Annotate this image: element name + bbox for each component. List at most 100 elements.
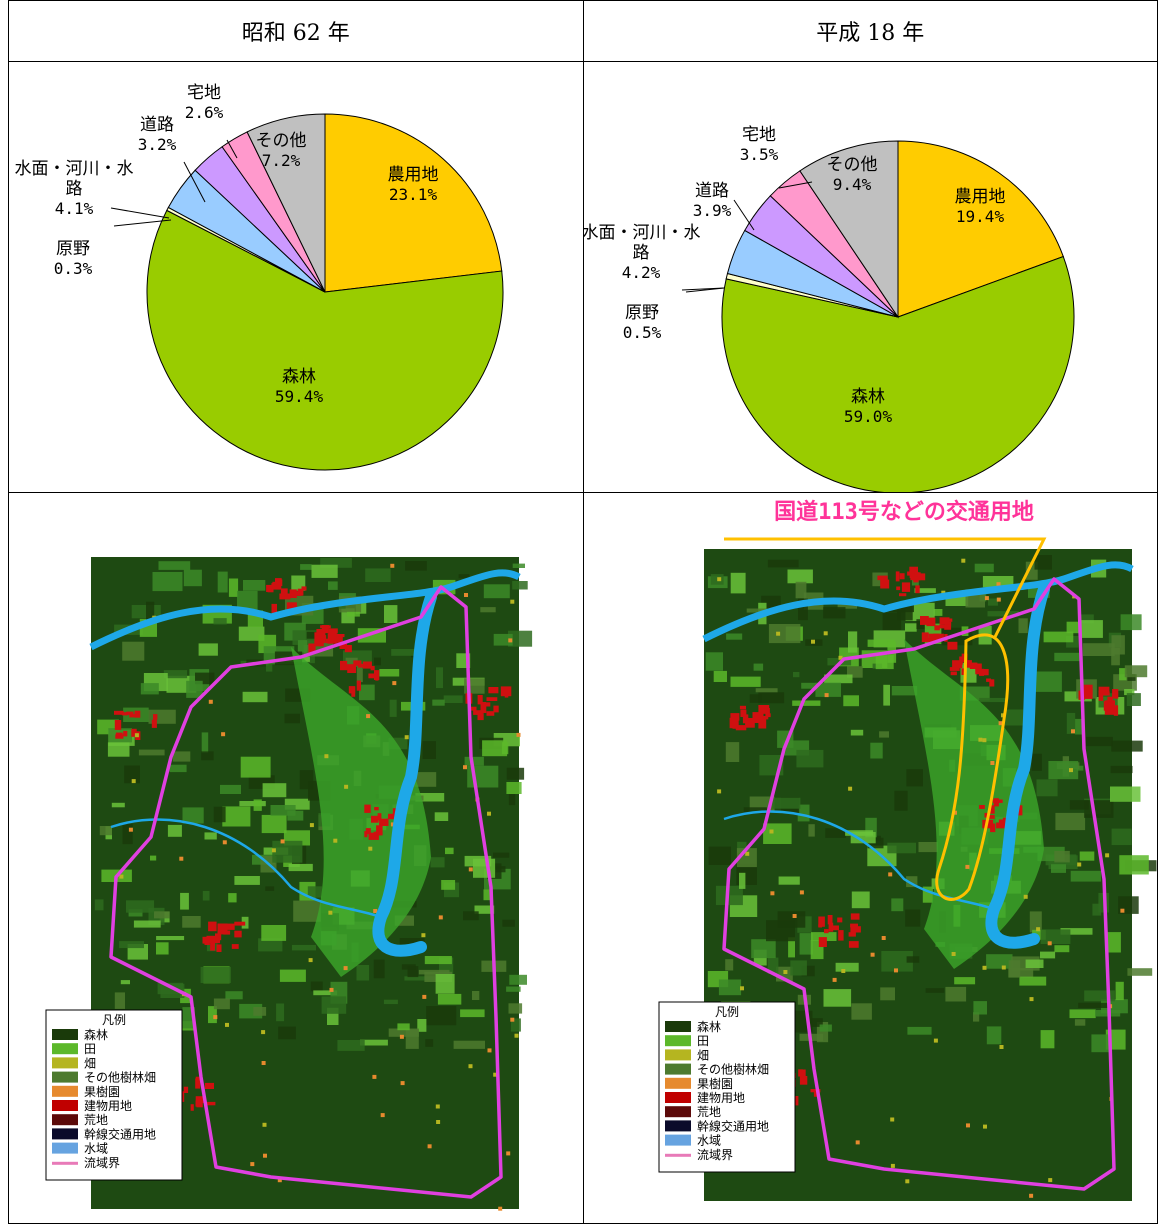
map-patch <box>1090 1034 1109 1053</box>
field-patch <box>989 761 994 765</box>
map-patch <box>755 688 778 693</box>
map-patch <box>819 1024 832 1032</box>
map-patch <box>506 767 525 780</box>
legend-label: その他樹林畑 <box>697 1063 769 1077</box>
map-patch <box>501 742 509 755</box>
map-patch <box>279 969 306 982</box>
legend-label: 水域 <box>697 1134 721 1148</box>
legend-title: 凡例 <box>714 1005 738 1019</box>
map-patch <box>1083 990 1115 1002</box>
built-up-patch <box>919 616 929 625</box>
map-patch <box>374 657 381 666</box>
built-up-patch <box>115 734 124 739</box>
map-patch <box>150 855 157 861</box>
built-up-patch <box>830 925 839 931</box>
map-patch <box>753 663 763 671</box>
map-patch <box>1034 555 1052 570</box>
map-patch <box>425 1039 434 1047</box>
field-patch <box>1000 713 1005 718</box>
map-patch <box>356 661 363 683</box>
built-up-patch <box>924 638 932 642</box>
field-patch <box>744 851 749 856</box>
map-patch <box>1091 903 1101 916</box>
built-up-patch <box>998 819 1010 826</box>
map-patch <box>982 576 1013 588</box>
map-patch <box>1118 855 1149 875</box>
built-up-patch <box>850 913 859 920</box>
field-patch <box>1068 768 1073 773</box>
field-patch <box>422 994 427 999</box>
map-patch <box>1080 620 1103 638</box>
legend-swatch <box>52 1142 78 1154</box>
map-patch <box>432 699 445 706</box>
map-patch <box>445 847 454 855</box>
map-patch <box>119 941 144 949</box>
pie-slice-0 <box>324 113 503 293</box>
map-patch <box>1124 665 1147 678</box>
built-up-patch <box>473 710 483 715</box>
field-patch <box>487 811 491 816</box>
slice-name-label-5: 宅地 <box>742 125 776 145</box>
map-patch <box>208 1006 217 1024</box>
route-annotation: 国道113号などの交通用地 <box>723 499 1046 901</box>
built-up-patch <box>1099 691 1110 696</box>
field-patch <box>964 864 969 869</box>
slice-name-label-0: 農用地 <box>388 165 439 185</box>
leader-line-3 <box>110 207 170 219</box>
slice-name-label-6: その他 <box>826 155 877 175</box>
built-up-patch <box>289 589 297 598</box>
field-patch <box>392 681 397 686</box>
built-up-patch <box>225 923 235 930</box>
map-patch <box>195 672 215 685</box>
field-patch <box>982 965 986 970</box>
built-up-patch <box>126 711 134 715</box>
field-patch <box>277 1178 282 1183</box>
map-patch <box>133 920 161 928</box>
pie-cell-right: 農用地 19.4% 森林 59.0% 原野 0.5% 水面・河川・水路 4.2% 道路 3.9% 宅… <box>582 61 1158 493</box>
map-patch <box>510 1018 521 1032</box>
field-patch <box>261 1030 266 1035</box>
field-patch <box>213 1015 218 1020</box>
built-up-patch <box>114 710 124 715</box>
built-up-patch <box>849 923 858 928</box>
built-up-patch <box>301 586 307 591</box>
field-patch <box>981 738 986 743</box>
legend-swatch <box>664 1092 691 1103</box>
built-up-patch <box>129 714 136 718</box>
map-patch <box>483 584 510 599</box>
slice-value-label-1: 59.4% <box>275 387 324 406</box>
legend-swatch <box>52 1085 78 1097</box>
built-up-patch <box>294 591 302 596</box>
built-up-patch <box>735 725 746 731</box>
map-patch <box>972 1012 979 1022</box>
field-patch <box>716 789 721 794</box>
route-outline <box>934 633 1009 901</box>
map-patch <box>867 639 895 647</box>
map-patch <box>483 889 493 901</box>
legend-swatch <box>664 1035 691 1047</box>
built-up-patch <box>989 823 995 833</box>
built-up-patch <box>217 923 228 935</box>
map-patch <box>1120 614 1142 631</box>
slice-value-label-2: 0.3% <box>54 259 93 278</box>
map-patch <box>1077 614 1094 624</box>
slice-value-label-0: 19.4% <box>955 207 1004 226</box>
legend-swatch <box>52 1100 78 1111</box>
map-patch <box>124 765 140 784</box>
map-patch <box>307 886 322 898</box>
map-patch <box>933 609 942 616</box>
map-patch <box>944 986 966 1002</box>
built-up-patch <box>744 718 755 728</box>
field-patch <box>1001 965 1006 970</box>
built-up-patch <box>899 573 905 580</box>
map-patch <box>310 981 323 992</box>
slice-name-label-1: 森林 <box>851 387 885 407</box>
pie-slice-1 <box>721 255 1074 492</box>
built-up-patch <box>234 921 246 926</box>
map-patch <box>200 966 231 983</box>
map-patch <box>460 1009 485 1018</box>
slice-name-label-3-1: 路 <box>66 179 83 199</box>
map-patch <box>724 959 733 971</box>
map-patch <box>1111 828 1132 846</box>
